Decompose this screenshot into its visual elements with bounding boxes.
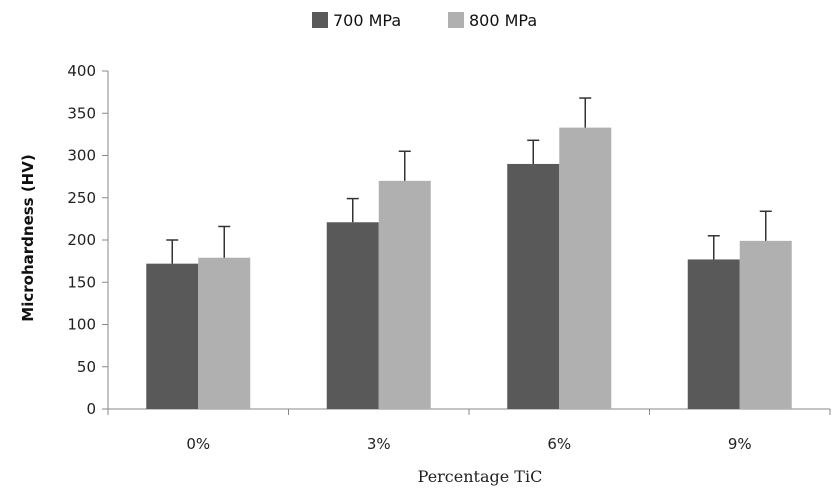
plot-area: 0 50 100 150 200 250 300 350 400 0% 3% 6% 9%: [67, 62, 831, 453]
x-tick-label: 6%: [547, 435, 571, 453]
legend-swatch-800: [448, 12, 464, 28]
x-tick-label: 3%: [367, 435, 391, 453]
y-axis-label: Microhardness (HV): [19, 154, 37, 321]
y-tick-label: 300: [67, 147, 96, 165]
bar: [507, 163, 560, 409]
y-tick-label: 250: [67, 189, 96, 207]
bar: [739, 240, 792, 409]
y-tick-label: 350: [67, 104, 96, 122]
bar: [326, 222, 379, 409]
legend-label-700: 700 MPa: [333, 11, 401, 30]
x-tick-label: 9%: [728, 435, 752, 453]
x-axis-label: Percentage TiC: [418, 467, 543, 486]
legend-swatch-700: [312, 12, 328, 28]
bar: [559, 127, 612, 410]
x-tick-label: 0%: [186, 435, 210, 453]
y-tick-label: 50: [77, 358, 96, 376]
legend-label-800: 800 MPa: [469, 11, 537, 30]
legend: 700 MPa 800 MPa: [312, 11, 537, 30]
y-tick-label: 200: [67, 231, 96, 249]
bar: [687, 259, 740, 409]
y-tick-label: 100: [67, 316, 96, 334]
y-tick-label: 0: [86, 400, 96, 418]
bar: [198, 257, 251, 409]
bar: [146, 263, 199, 409]
y-tick-label: 150: [67, 273, 96, 291]
y-tick-label: 400: [67, 62, 96, 80]
bar: [378, 180, 431, 409]
